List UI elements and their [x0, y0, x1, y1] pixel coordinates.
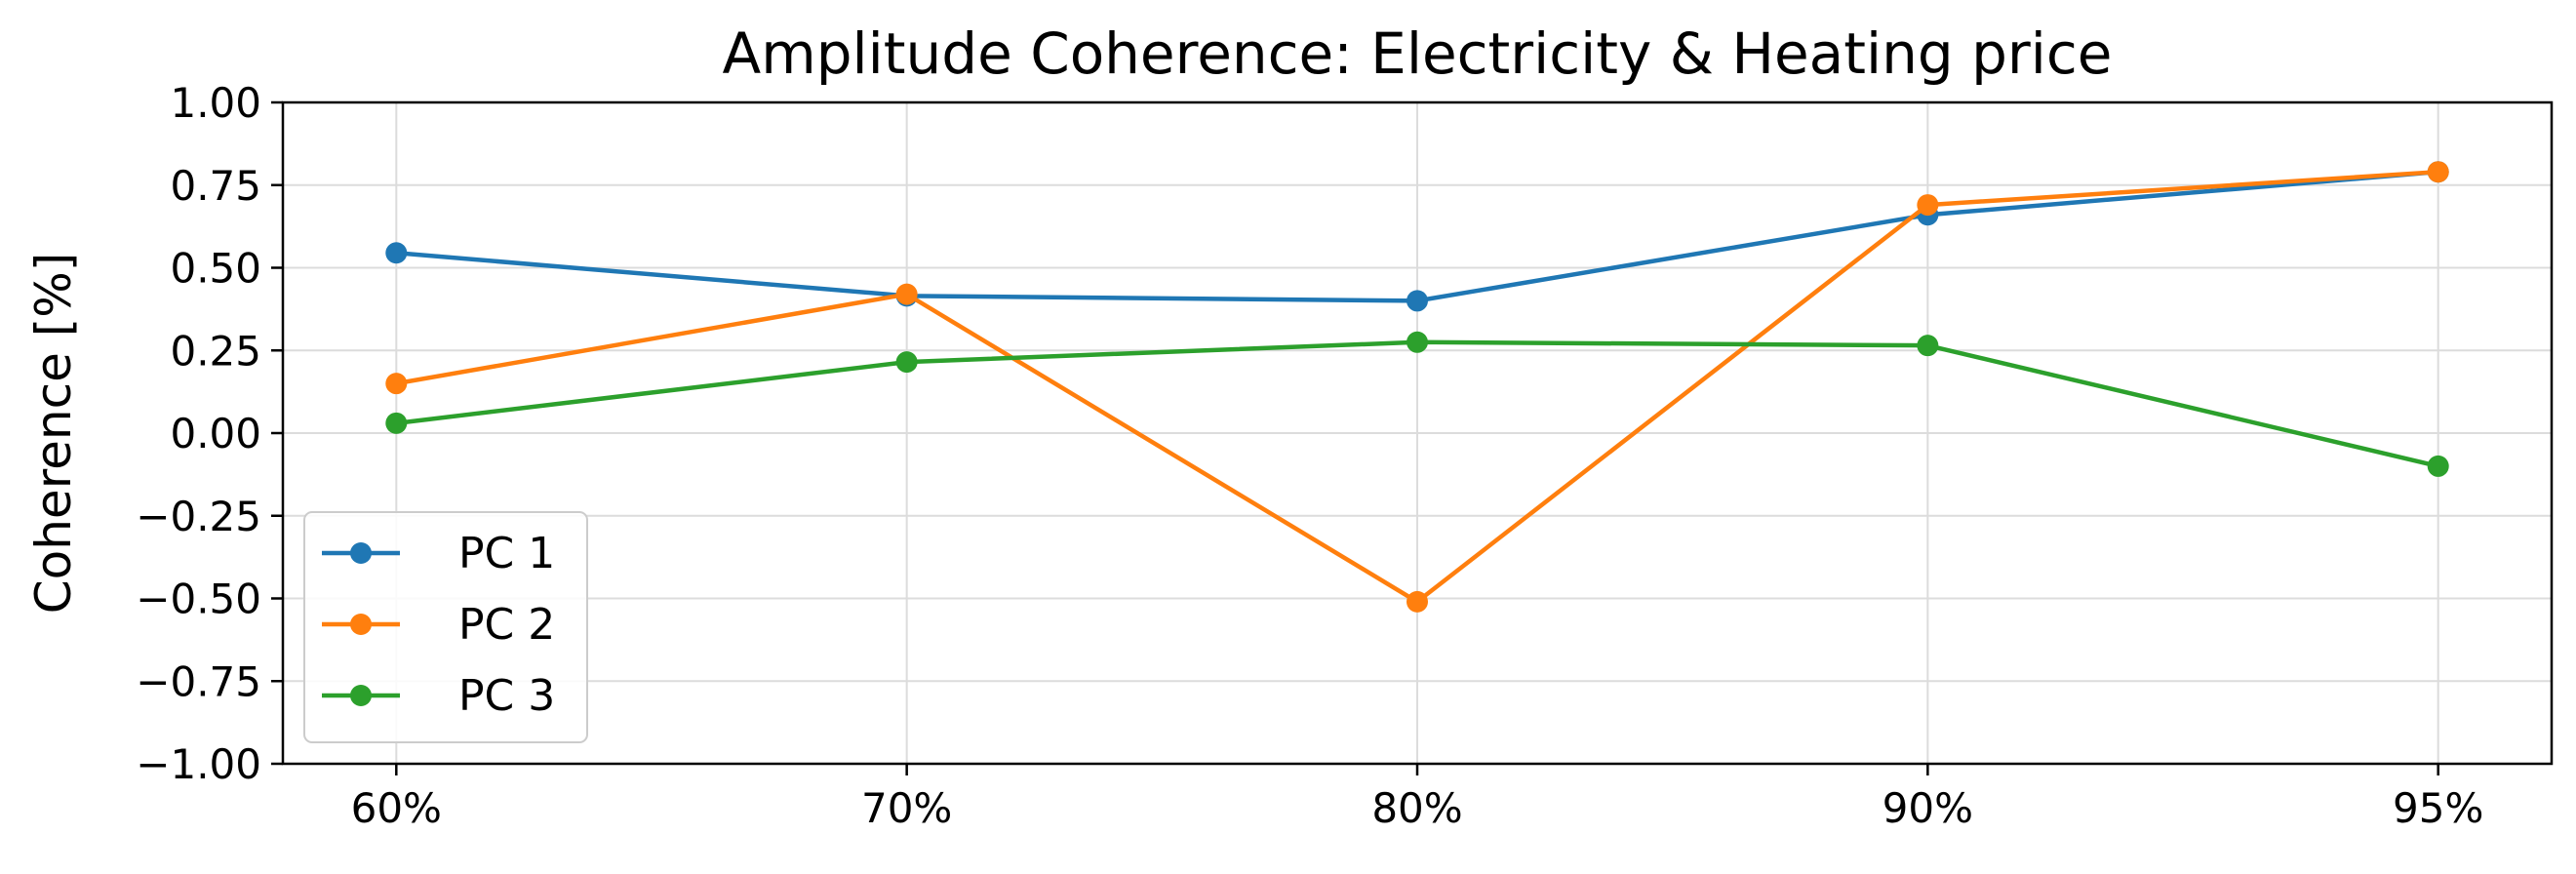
- x-tick-label: 90%: [1882, 784, 1973, 832]
- y-tick-label: 1.00: [170, 79, 261, 127]
- x-tick-label: 70%: [861, 784, 952, 832]
- y-axis-label: Coherence [%]: [25, 253, 82, 615]
- y-tick-label: 0.75: [170, 162, 261, 210]
- legend-label: PC 1: [458, 529, 555, 578]
- data-point: [2427, 455, 2449, 477]
- legend-frame: [303, 511, 588, 743]
- data-point: [385, 373, 408, 395]
- y-tick-label: −0.25: [136, 493, 261, 540]
- data-point: [895, 283, 918, 305]
- data-point: [1407, 290, 1428, 312]
- y-tick-label: −0.50: [136, 576, 261, 623]
- legend-item: PC 1: [322, 529, 555, 578]
- data-point: [1407, 590, 1428, 613]
- grid-lines: [283, 101, 2552, 765]
- y-tick-label: 0.50: [170, 245, 261, 293]
- legend: PC 1 PC 2 PC 3: [303, 511, 588, 743]
- chart-title: Amplitude Coherence: Electricity & Heati…: [723, 20, 2113, 87]
- series-layer: [385, 161, 2449, 613]
- legend-label: PC 3: [458, 671, 555, 721]
- legend-marker: [350, 614, 372, 635]
- x-tick-label: 60%: [351, 784, 442, 832]
- y-tick-label: 0.25: [170, 327, 261, 375]
- x-axis: 60% 70% 80% 90% 95%: [351, 764, 2483, 832]
- y-tick-label: −0.75: [136, 657, 261, 705]
- x-tick-label: 95%: [2393, 784, 2483, 832]
- data-point: [1917, 335, 1939, 357]
- data-point: [385, 412, 408, 434]
- series-pc-2: [385, 161, 2449, 613]
- series-pc-3: [385, 331, 2449, 477]
- data-point: [385, 242, 408, 264]
- data-point: [2427, 161, 2449, 183]
- data-point: [1917, 194, 1939, 217]
- data-point: [1407, 331, 1428, 353]
- legend-marker: [350, 685, 372, 706]
- y-tick-label: 0.00: [170, 410, 261, 457]
- y-tick-label: −1.00: [136, 740, 261, 788]
- legend-label: PC 2: [458, 600, 555, 650]
- legend-item: PC 3: [322, 671, 555, 721]
- data-point: [895, 351, 918, 374]
- legend-item: PC 2: [322, 600, 555, 650]
- y-axis: −1.00 −0.75 −0.50 −0.25 0.00 0.25 0.50 0.75 1.00: [136, 79, 283, 788]
- legend-marker: [350, 542, 372, 564]
- x-tick-label: 80%: [1371, 784, 1462, 832]
